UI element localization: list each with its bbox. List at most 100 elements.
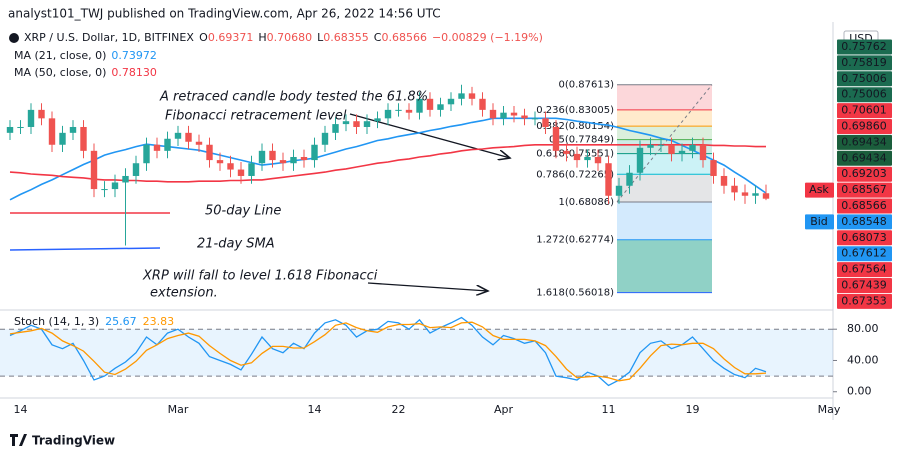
fib-zone <box>617 174 712 202</box>
candle-body <box>258 150 266 164</box>
candle-body <box>678 150 686 154</box>
side-tag <box>805 214 834 230</box>
candle-body <box>164 138 171 151</box>
candle-body <box>636 147 644 173</box>
price-tag <box>837 246 892 262</box>
fib-level-label: 1.272(0.62774) <box>536 235 614 246</box>
symbol-legend-part: L <box>317 31 324 44</box>
candle-body <box>731 185 738 193</box>
candle-body <box>300 156 308 161</box>
side-tag-label: Bid <box>810 215 828 228</box>
candle-body <box>563 150 570 154</box>
candle-body <box>447 98 455 105</box>
ma-legend: MA (21, close, 0) 0.73972 <box>14 49 157 62</box>
candle-body <box>38 109 45 119</box>
candle-body <box>185 132 192 142</box>
annotation: XRP will fall to level 1.618 Fibonacci <box>142 269 378 284</box>
candle-body <box>489 109 497 119</box>
price-tag <box>837 182 892 198</box>
fib-zone <box>617 84 712 110</box>
candle-body <box>174 132 182 139</box>
x-tick-label: Mar <box>168 403 189 416</box>
ma21-guide-line <box>9 247 161 251</box>
candle-body <box>573 153 581 161</box>
fib-zone <box>617 239 712 293</box>
candle-body <box>132 163 140 176</box>
price-tag <box>837 198 892 214</box>
candle-body <box>521 115 528 119</box>
price-tag-label: 0.67612 <box>841 247 887 260</box>
symbol-legend-part: H <box>258 31 266 44</box>
candle-body <box>143 144 150 164</box>
candle-body <box>531 118 539 120</box>
price-tag-label: 0.68073 <box>841 231 887 244</box>
price-tag-label: 0.70601 <box>841 104 887 117</box>
stoch-tick-label: 80.00 <box>847 322 879 335</box>
x-tick-label: 11 <box>602 403 616 416</box>
annotation-arrow <box>367 282 488 291</box>
candle-body <box>153 144 161 151</box>
fib-zone <box>617 126 712 140</box>
candle-body <box>542 118 549 127</box>
candle-body <box>80 126 87 151</box>
candle-body <box>311 144 318 161</box>
candle-body <box>468 93 476 99</box>
candle-body <box>689 144 696 151</box>
annotation-arrow <box>349 113 510 158</box>
annotation: extension. <box>150 286 218 301</box>
candle-body <box>762 193 770 199</box>
candle-body <box>395 109 402 111</box>
candle-body <box>699 144 707 161</box>
price-tag <box>837 278 892 293</box>
fib-level-label: 0.236(0.83005) <box>536 105 614 116</box>
price-tag <box>837 262 892 278</box>
stoch-legend-part: 25.67 <box>105 315 137 328</box>
candle-body <box>668 144 675 154</box>
price-tag <box>837 134 892 150</box>
price-tag <box>837 119 892 134</box>
price-tag-label: 0.75762 <box>841 40 887 53</box>
price-tag <box>837 55 892 71</box>
candle-body <box>353 121 360 127</box>
candle-body <box>752 193 759 196</box>
symbol-legend-part: C <box>374 31 382 44</box>
fib-zone <box>617 109 712 127</box>
candle-body <box>605 163 612 196</box>
stoch-legend: Stoch (14, 1, 3) 25.67 23.83 <box>14 315 174 328</box>
candle-body <box>384 109 392 119</box>
candle-body <box>510 112 518 116</box>
stoch-tick-label: 0.00 <box>847 385 872 398</box>
candle-body <box>269 150 276 161</box>
annotation: 50-day Line <box>205 204 281 219</box>
candle-body <box>332 124 339 133</box>
candle-body <box>237 169 245 176</box>
symbol-legend-part: O <box>199 31 208 44</box>
fib-level-label: 0.786(0.72265) <box>536 169 614 180</box>
annotation: Fibonacci retracement level <box>165 109 347 124</box>
candle-body <box>710 160 717 176</box>
candle-body <box>405 109 413 113</box>
symbol-legend-part: 0.68355 <box>323 31 369 44</box>
price-tag <box>837 87 892 103</box>
fib-level-label: 0.382(0.80154) <box>536 121 614 132</box>
price-tag-label: 0.67353 <box>841 294 887 307</box>
candle-body <box>626 172 633 186</box>
price-tag <box>837 230 892 246</box>
x-tick-label: 14 <box>14 403 28 416</box>
fib-zone <box>617 139 712 154</box>
x-tick-label: 14 <box>308 403 322 416</box>
candle-body <box>720 175 728 186</box>
brand-name: TradingView <box>32 434 115 448</box>
drawings <box>9 113 510 291</box>
ma-legend: MA (50, close, 0) 0.78130 <box>14 66 157 79</box>
candle-body <box>647 144 654 148</box>
candle-body <box>6 126 14 133</box>
side-tag-label: Ask <box>809 183 829 196</box>
candle-body <box>416 98 423 113</box>
candle-body <box>584 156 591 161</box>
candle-body <box>374 118 381 122</box>
x-tick-label: 19 <box>686 403 700 416</box>
stoch-band <box>0 329 833 377</box>
price-tag-label: 0.68548 <box>841 215 887 228</box>
